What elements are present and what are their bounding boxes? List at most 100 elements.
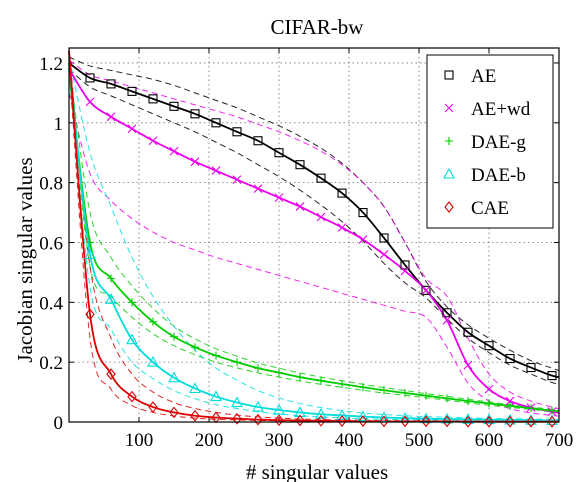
y-tick-label: 0 (54, 413, 64, 434)
series-ae-wd-point (379, 250, 389, 259)
series-ae-wd-point (484, 384, 494, 394)
series-ae-point (211, 118, 221, 128)
series-dae-b-point (357, 410, 369, 422)
legend-marker (445, 137, 453, 145)
series-ae-wd-point (505, 396, 515, 406)
series-dae-g-point (107, 274, 115, 283)
series-cae-point (337, 415, 347, 427)
series-dae-g-point (86, 238, 94, 247)
series-dae-b-point (441, 412, 453, 424)
series-ae-point (85, 73, 95, 83)
series-ae-point (358, 208, 368, 218)
chart-title: CIFAR-bw (271, 15, 365, 39)
series-ae-lower-bound (68, 68, 560, 385)
series-dae-b-point (273, 403, 285, 415)
series-cae-point (505, 415, 515, 428)
series-dae-g-point (443, 394, 451, 403)
series-dae-b-point (231, 396, 243, 408)
series-cae-point (421, 415, 431, 428)
series-ae-point (379, 233, 389, 243)
legend-marker (444, 103, 454, 113)
legend: AE AE+wd DAE-g DAE-b CAE (426, 54, 554, 229)
series-dae-b-point (336, 409, 348, 420)
y-tick-label: 0.4 (39, 293, 63, 314)
series-ae-wd-upper-bound (68, 59, 560, 410)
legend-label: DAE-g (471, 132, 526, 153)
series-cae-point (526, 415, 536, 428)
x-tick-label: 200 (195, 430, 224, 451)
series-ae-wd-point (85, 97, 95, 107)
series-ae-point (190, 109, 200, 119)
series-ae-wd-point (190, 157, 200, 167)
series-dae-b-point (168, 371, 180, 383)
series-cae-point (463, 415, 473, 428)
series-dae-b-upper-bound (68, 56, 560, 420)
series-ae-wd-point (106, 112, 116, 122)
series-ae-wd-point (211, 166, 221, 176)
series-ae-wd-point (421, 285, 431, 295)
series-dae-g-point (401, 388, 409, 397)
series-dae-g-point (191, 343, 199, 352)
series-dae-g-point (464, 397, 472, 406)
y-tick-label: 1.2 (39, 54, 63, 75)
series-cae-point (358, 415, 368, 427)
series-ae-point (274, 148, 284, 158)
series-ae-wd-point (274, 193, 284, 202)
series-ae-wd-point (148, 136, 158, 146)
x-tick-label: 100 (125, 430, 154, 451)
series-cae-point (316, 414, 326, 427)
series-ae-point (400, 260, 410, 270)
series-ae-wd-point (316, 212, 326, 222)
series-ae-wd-point (463, 360, 473, 370)
series-ae-point (232, 127, 242, 137)
legend-marker (444, 201, 454, 213)
series-ae-point (337, 188, 347, 198)
x-axis-label: # singular values (246, 460, 388, 482)
series-dae-b-point (84, 248, 96, 259)
series-dae-g-point (149, 317, 157, 326)
series-dae-g-point (548, 406, 556, 415)
series-ae-wd-point (232, 175, 242, 185)
series-ae-point (148, 94, 158, 104)
series-cae-point (127, 390, 137, 403)
y-tick-label: 0.6 (39, 233, 63, 254)
series-dae-b-point (147, 356, 159, 367)
x-tick-label: 500 (405, 430, 434, 451)
series-markers (84, 73, 558, 428)
series-dae-g-point (527, 404, 535, 413)
series-cae-point (379, 415, 389, 428)
series-ae-wd-point (169, 146, 179, 156)
series-cae-lower-bound (68, 62, 559, 423)
y-axis-label: Jacobian singular values (13, 157, 37, 362)
series-dae-g-point (254, 364, 262, 373)
series-dae-g-point (338, 380, 346, 389)
series-dae-g-point (296, 373, 304, 382)
series-ae-wd-point (442, 315, 452, 325)
series-dae-b-point (252, 400, 264, 412)
series-dae-g-point (485, 399, 493, 408)
x-tick-label: 700 (545, 430, 574, 451)
series-ae-point (526, 362, 536, 373)
series-cae-point (232, 412, 242, 425)
series-cae-point (148, 401, 158, 413)
series-ae-point (442, 308, 452, 318)
series-dae-b-line (68, 62, 560, 422)
plot-frame (68, 47, 560, 423)
y-tick-label: 1 (54, 114, 64, 135)
series-ae-wd-point (253, 184, 263, 194)
series-ae-point (253, 136, 263, 146)
series-cae-point (190, 409, 200, 422)
series-dae-b-point (420, 412, 432, 424)
series-ae-point (295, 160, 305, 170)
axis-ticks: 100 200 300 400 500 600 700 0 0.2 0.4 0.6 0.8 1 1.2 (39, 48, 573, 451)
legend-label: AE+wd (471, 99, 531, 120)
series-ae-point (169, 101, 179, 111)
series-dae-g-point (128, 298, 136, 307)
x-tick-label: 400 (335, 430, 364, 451)
legend-label: CAE (471, 198, 509, 219)
series-cae-point (400, 415, 410, 428)
series-ae-point (547, 371, 557, 381)
series-ae-point (484, 341, 494, 351)
series-dae-g-point (275, 368, 283, 377)
